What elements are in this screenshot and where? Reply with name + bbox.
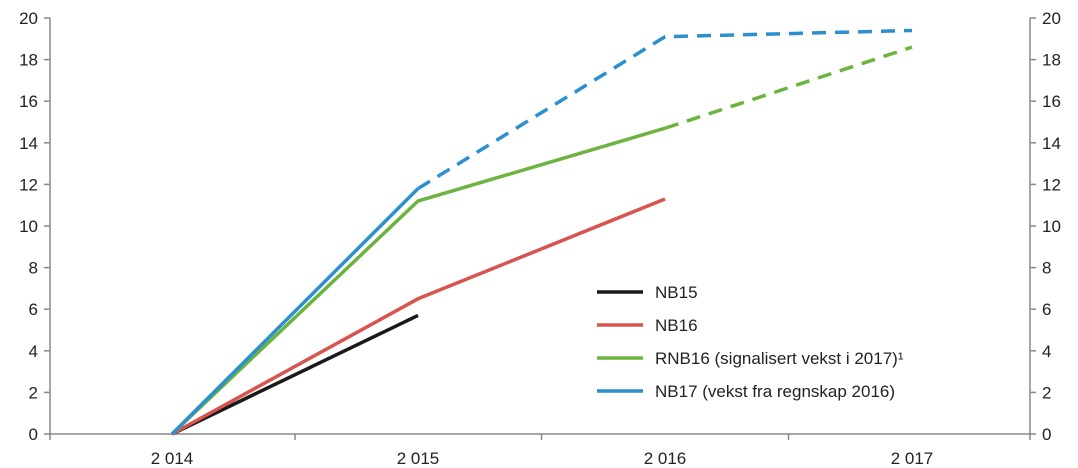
x-tick-label: 2 017	[891, 449, 934, 468]
x-tick-label: 2 015	[397, 449, 440, 468]
y-tick-label-right: 10	[1042, 217, 1061, 236]
y-tick-label-left: 14	[19, 134, 38, 153]
y-tick-label-right: 16	[1042, 92, 1061, 111]
legend-label: NB17 (vekst fra regnskap 2016)	[655, 382, 895, 401]
y-tick-label-left: 6	[29, 300, 38, 319]
legend: NB15 NB16 RNB16 (signalisert vekst i 2017)…	[597, 283, 904, 401]
y-axis-right-ticks: 0 2 4 6 8 10 12 14 16 18 20	[1030, 9, 1061, 444]
y-tick-label-right: 8	[1042, 259, 1051, 278]
y-tick-label-right: 2	[1042, 383, 1051, 402]
y-tick-label-right: 20	[1042, 9, 1061, 28]
y-tick-label-left: 20	[19, 9, 38, 28]
y-tick-label-left: 16	[19, 92, 38, 111]
y-tick-label-right: 14	[1042, 134, 1061, 153]
y-tick-label-left: 0	[29, 425, 38, 444]
series-line-dashed	[417, 28, 913, 191]
y-tick-label-left: 8	[29, 259, 38, 278]
series-line-solid	[171, 313, 419, 436]
legend-label: NB15	[655, 283, 698, 302]
y-tick-label-left: 10	[19, 217, 38, 236]
y-tick-label-right: 12	[1042, 175, 1061, 194]
y-tick-label-right: 0	[1042, 425, 1051, 444]
chart-axes	[49, 18, 1031, 435]
y-tick-label-left: 2	[29, 383, 38, 402]
legend-label: NB16	[655, 316, 698, 335]
series-line-solid	[170, 126, 666, 436]
y-tick-label-right: 6	[1042, 300, 1051, 319]
x-tick-label: 2 016	[644, 449, 687, 468]
x-tick-label: 2 014	[151, 449, 194, 468]
y-axis-left-ticks: 0 2 4 6 8 10 12 14 16 18 20	[19, 9, 50, 444]
y-tick-label-left: 18	[19, 51, 38, 70]
y-tick-label-left: 4	[29, 342, 38, 361]
y-tick-label-left: 12	[19, 175, 38, 194]
series-line-solid	[170, 187, 420, 436]
series-layer	[170, 28, 913, 436]
y-tick-label-right: 4	[1042, 342, 1051, 361]
legend-label: RNB16 (signalisert vekst i 2017)¹	[655, 349, 904, 368]
y-tick-label-right: 18	[1042, 51, 1061, 70]
series-line-dashed	[664, 45, 913, 130]
x-axis-ticks: 2 014 2 015 2 016 2 017	[49, 434, 1031, 468]
